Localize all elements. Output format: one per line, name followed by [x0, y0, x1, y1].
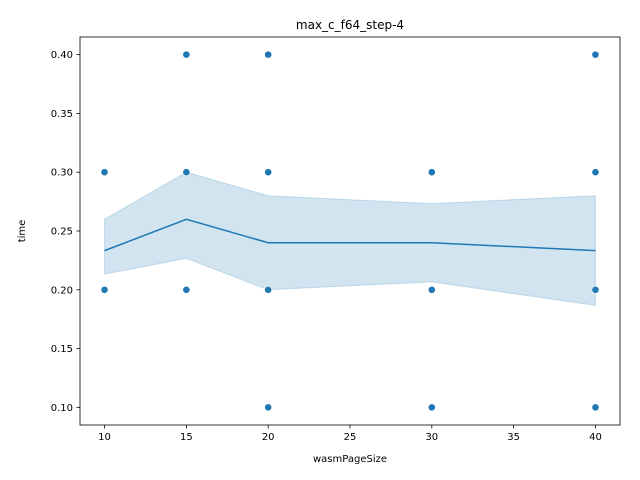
x-axis: 10 15 20 25 30 35 40 — [98, 425, 602, 443]
y-tick-label: 0.30 — [51, 168, 73, 179]
data-point — [591, 403, 600, 412]
data-point — [591, 168, 600, 177]
x-tick-label: 40 — [589, 432, 602, 443]
x-tick-label: 30 — [425, 432, 438, 443]
confidence-band — [104, 171, 596, 307]
data-point — [264, 50, 273, 59]
data-point — [182, 168, 191, 177]
data-point — [591, 285, 600, 294]
y-tick-label: 0.10 — [51, 403, 73, 414]
data-point — [427, 285, 436, 294]
plot-area — [100, 50, 600, 412]
y-tick-label: 0.35 — [51, 109, 73, 120]
x-tick-label: 35 — [507, 432, 520, 443]
y-axis: 0.10 0.15 0.20 0.25 0.30 0.35 0.40 — [51, 50, 80, 414]
data-point — [591, 50, 600, 59]
data-point — [100, 168, 109, 177]
y-axis-title: time — [17, 220, 28, 243]
data-point — [264, 168, 273, 177]
data-point — [427, 168, 436, 177]
data-point — [427, 403, 436, 412]
data-point — [264, 285, 273, 294]
data-point — [100, 285, 109, 294]
data-point — [182, 50, 191, 59]
x-axis-title: wasmPageSize — [313, 454, 387, 465]
x-tick-label: 10 — [98, 432, 111, 443]
x-tick-label: 15 — [180, 432, 193, 443]
x-tick-label: 25 — [344, 432, 357, 443]
y-tick-label: 0.25 — [51, 227, 73, 238]
y-tick-label: 0.20 — [51, 285, 73, 296]
data-point — [264, 403, 273, 412]
mean-line — [104, 218, 596, 252]
y-tick-label: 0.40 — [51, 50, 73, 61]
y-tick-label: 0.15 — [51, 344, 73, 355]
chart-title: max_c_f64_step-4 — [296, 18, 404, 32]
x-tick-label: 20 — [262, 432, 275, 443]
data-point — [182, 285, 191, 294]
